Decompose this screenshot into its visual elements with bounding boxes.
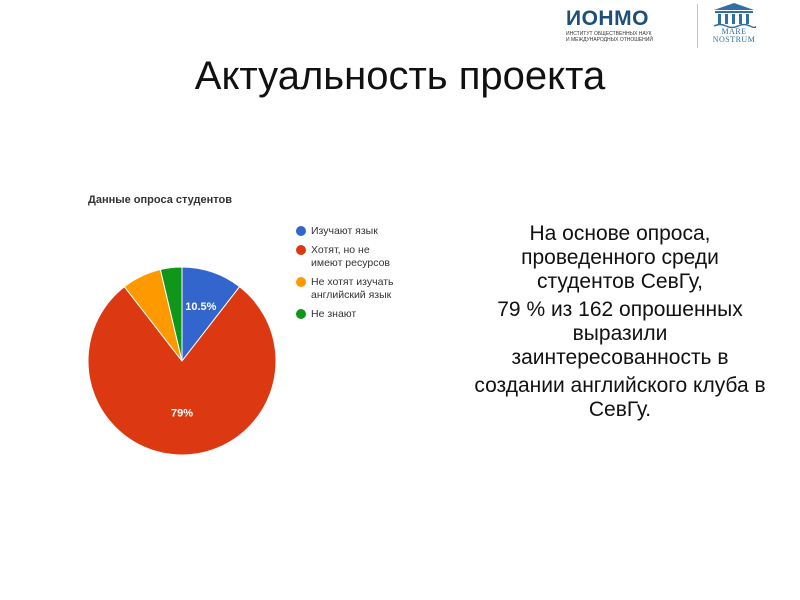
legend-swatch-3 [296, 309, 306, 319]
mare-logo-line1: MARE [721, 27, 747, 36]
legend-swatch-2 [296, 277, 306, 287]
legend-label-0: Изучают язык [311, 225, 378, 237]
legend-label-2: Не хотят изучать английский язык [311, 276, 394, 301]
legend-swatch-1 [296, 245, 306, 255]
slide-title: Актуальность проекта [194, 54, 606, 98]
pie-slice-1 [87, 286, 277, 456]
slide-body-text: На основе опроса, проведенного среди сту… [470, 222, 770, 426]
legend-label-1: Хотят, но не имеют ресурсов [311, 244, 390, 269]
ionmo-logo-subtitle: институт общественных наук и международн… [566, 31, 653, 43]
ionmo-logo-mark: ИОНМО [566, 8, 690, 30]
ionmo-logo-text: ИОНМО [566, 7, 649, 30]
ionmo-logo: ИОНМО институт общественных наук и между… [566, 8, 690, 48]
mare-logo-line2: NOSTRUM [712, 35, 756, 44]
legend-item-0: Изучают язык [296, 225, 401, 238]
pie-data-label-0: 10.5% [185, 301, 216, 313]
legend-swatch-0 [296, 226, 306, 236]
pie-chart: Данные опроса студентов 10.5% 79% Изучают… [80, 185, 410, 475]
legend-item-1: Хотят, но не имеют ресурсов [296, 244, 401, 270]
body-paragraph-2: 79 % из 162 опрошенных выразили заинтере… [497, 298, 743, 369]
logo-divider [697, 4, 698, 48]
legend-item-3: Не знают [296, 308, 401, 321]
pie-chart-svg: 10.5% 79% [87, 266, 277, 456]
legend-label-3: Не знают [311, 308, 357, 320]
pie-slice-3 [159, 266, 183, 362]
pie-data-label-1: 79% [171, 408, 193, 420]
chart-legend: Изучают язык Хотят, но не имеют ресурсов Н… [296, 225, 401, 327]
colonnade-icon [713, 3, 756, 28]
legend-item-2: Не хотят изучать английский язык [296, 276, 401, 302]
body-paragraph-1: На основе опроса, проведенного среди сту… [521, 222, 719, 293]
mare-nostrum-logo: MARE NOSTRUM [703, 2, 765, 48]
body-paragraph-3: создании английского клуба в СевГу. [474, 374, 766, 421]
chart-title: Данные опроса студентов [88, 194, 232, 206]
